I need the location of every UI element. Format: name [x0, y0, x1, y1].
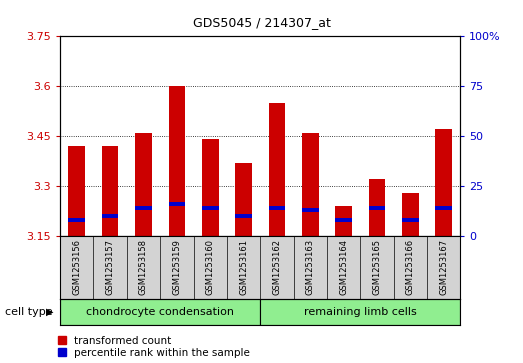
Text: GSM1253159: GSM1253159	[173, 239, 181, 295]
Text: ▶: ▶	[46, 307, 53, 317]
Bar	[302, 208, 319, 212]
Bar	[435, 206, 452, 210]
Bar	[102, 146, 119, 236]
Bar	[260, 299, 460, 325]
Bar	[302, 133, 319, 236]
Bar	[135, 133, 152, 236]
Bar	[435, 130, 452, 236]
Legend: transformed count, percentile rank within the sample: transformed count, percentile rank withi…	[58, 336, 250, 358]
Text: GSM1253158: GSM1253158	[139, 239, 148, 295]
Text: chondrocyte condensation: chondrocyte condensation	[86, 307, 234, 317]
Bar	[369, 206, 385, 210]
Bar	[202, 206, 219, 210]
Text: GSM1253162: GSM1253162	[272, 239, 281, 295]
Bar	[69, 218, 85, 222]
Bar	[268, 206, 285, 210]
Bar	[102, 214, 119, 218]
Bar	[268, 103, 285, 236]
Text: GSM1253156: GSM1253156	[72, 239, 81, 295]
Text: GSM1253164: GSM1253164	[339, 239, 348, 295]
Text: GDS5045 / 214307_at: GDS5045 / 214307_at	[192, 16, 331, 29]
Bar	[135, 206, 152, 210]
Text: GSM1253160: GSM1253160	[206, 239, 214, 295]
Text: GSM1253166: GSM1253166	[406, 239, 415, 295]
Bar	[69, 146, 85, 236]
Text: GSM1253165: GSM1253165	[372, 239, 381, 295]
Text: remaining limb cells: remaining limb cells	[304, 307, 417, 317]
Bar	[168, 202, 185, 206]
Bar	[402, 218, 418, 222]
Text: GSM1253161: GSM1253161	[239, 239, 248, 295]
Bar	[168, 86, 185, 236]
Text: GSM1253157: GSM1253157	[106, 239, 115, 295]
Bar	[369, 179, 385, 236]
Bar	[335, 218, 352, 222]
Text: GSM1253167: GSM1253167	[439, 239, 448, 295]
Bar	[402, 193, 418, 236]
Text: cell type: cell type	[5, 307, 53, 317]
Bar	[60, 299, 260, 325]
Bar	[202, 139, 219, 236]
Text: GSM1253163: GSM1253163	[306, 239, 315, 295]
Bar	[235, 214, 252, 218]
Bar	[335, 206, 352, 236]
Bar	[235, 163, 252, 236]
